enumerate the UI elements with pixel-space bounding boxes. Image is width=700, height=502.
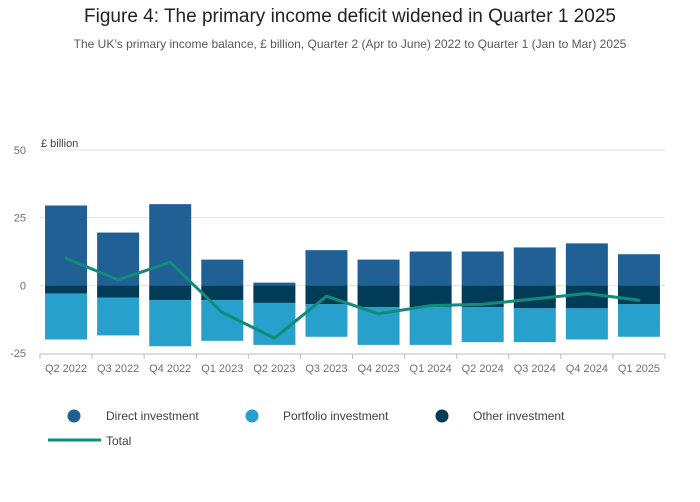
bar-direct-investment[interactable] [357,259,400,286]
chart-subtitle: The UK’s primary income balance, £ billi… [73,37,627,51]
axes: -25 0 25 50 £ billion Q2 2022 Q3 2022 Q4 2022 Q1… [10,138,666,375]
bar-other-investment[interactable] [253,285,296,303]
chart-title: Figure 4: The primary income deficit wid… [84,6,616,27]
bar-direct-investment[interactable] [461,251,504,286]
bar-portfolio-investment[interactable] [149,300,192,347]
bar-direct-investment[interactable] [409,251,452,286]
x-tick-label: Q4 2023 [357,363,399,375]
bar-portfolio-investment[interactable] [565,308,608,340]
x-tick-label: Q2 2022 [45,363,87,375]
legend-label: Other investment [473,409,565,423]
total-line-layer [64,256,641,340]
legend-label: Total [106,434,131,448]
bar-portfolio-investment[interactable] [97,297,140,336]
bar-portfolio-investment[interactable] [409,306,452,345]
legend[interactable]: Direct investment Portfolio investment Oth… [48,409,565,448]
legend-swatch [67,409,81,423]
bar-other-investment[interactable] [461,285,504,307]
x-tick-label: Q3 2022 [97,363,139,375]
legend-label: Portfolio investment [283,409,389,423]
bar-other-investment[interactable] [201,285,244,301]
bar-direct-investment[interactable] [305,250,348,286]
bar-direct-investment[interactable] [201,259,244,286]
y-tick-label: 25 [14,213,26,225]
legend-label: Direct investment [106,409,199,423]
legend-item-other-investment[interactable]: Other investment [435,409,566,423]
bar-portfolio-investment[interactable] [513,308,556,343]
total-line[interactable] [64,256,641,340]
legend-swatch [435,409,449,423]
x-tick-label: Q4 2022 [149,363,191,375]
y-tick-label: 0 [20,280,26,292]
bar-direct-investment[interactable] [513,247,556,286]
bar-portfolio-investment[interactable] [617,304,660,337]
legend-swatch [245,409,259,423]
bar-portfolio-investment[interactable] [45,293,88,340]
legend-item-direct-investment[interactable]: Direct investment [67,409,200,423]
y-axis-label: £ billion [41,138,78,150]
bar-other-investment[interactable] [149,285,192,301]
bar-portfolio-investment[interactable] [305,304,348,337]
x-tick-label: Q1 2023 [201,363,243,375]
x-tick-label: Q4 2024 [566,363,608,375]
bar-other-investment[interactable] [357,285,400,307]
bar-direct-investment[interactable] [45,205,88,286]
bar-direct-investment[interactable] [253,282,296,286]
x-tick-label: Q3 2024 [514,363,556,375]
x-tick-label: Q2 2024 [462,363,504,375]
bar-other-investment[interactable] [513,285,556,309]
bar-direct-investment[interactable] [565,243,608,286]
bar-portfolio-investment[interactable] [461,306,504,343]
bar-other-investment[interactable] [565,285,608,309]
x-tick-label: Q2 2023 [253,363,295,375]
bars [45,204,660,347]
x-tick-label: Q3 2023 [305,363,347,375]
bar-other-investment[interactable] [45,285,88,294]
bar-direct-investment[interactable] [617,254,660,286]
y-tick-label: 50 [14,145,26,157]
x-tick-label: Q1 2024 [410,363,452,375]
legend-item-total[interactable]: Total [48,434,131,448]
y-tick-label: -25 [10,348,26,360]
bar-direct-investment[interactable] [149,204,192,286]
gridlines [40,149,665,286]
bar-direct-investment[interactable] [97,232,140,286]
bar-other-investment[interactable] [97,285,140,298]
legend-item-portfolio-investment[interactable]: Portfolio investment [245,409,390,423]
x-tick-label: Q1 2025 [618,363,660,375]
bar-other-investment[interactable] [409,285,452,307]
